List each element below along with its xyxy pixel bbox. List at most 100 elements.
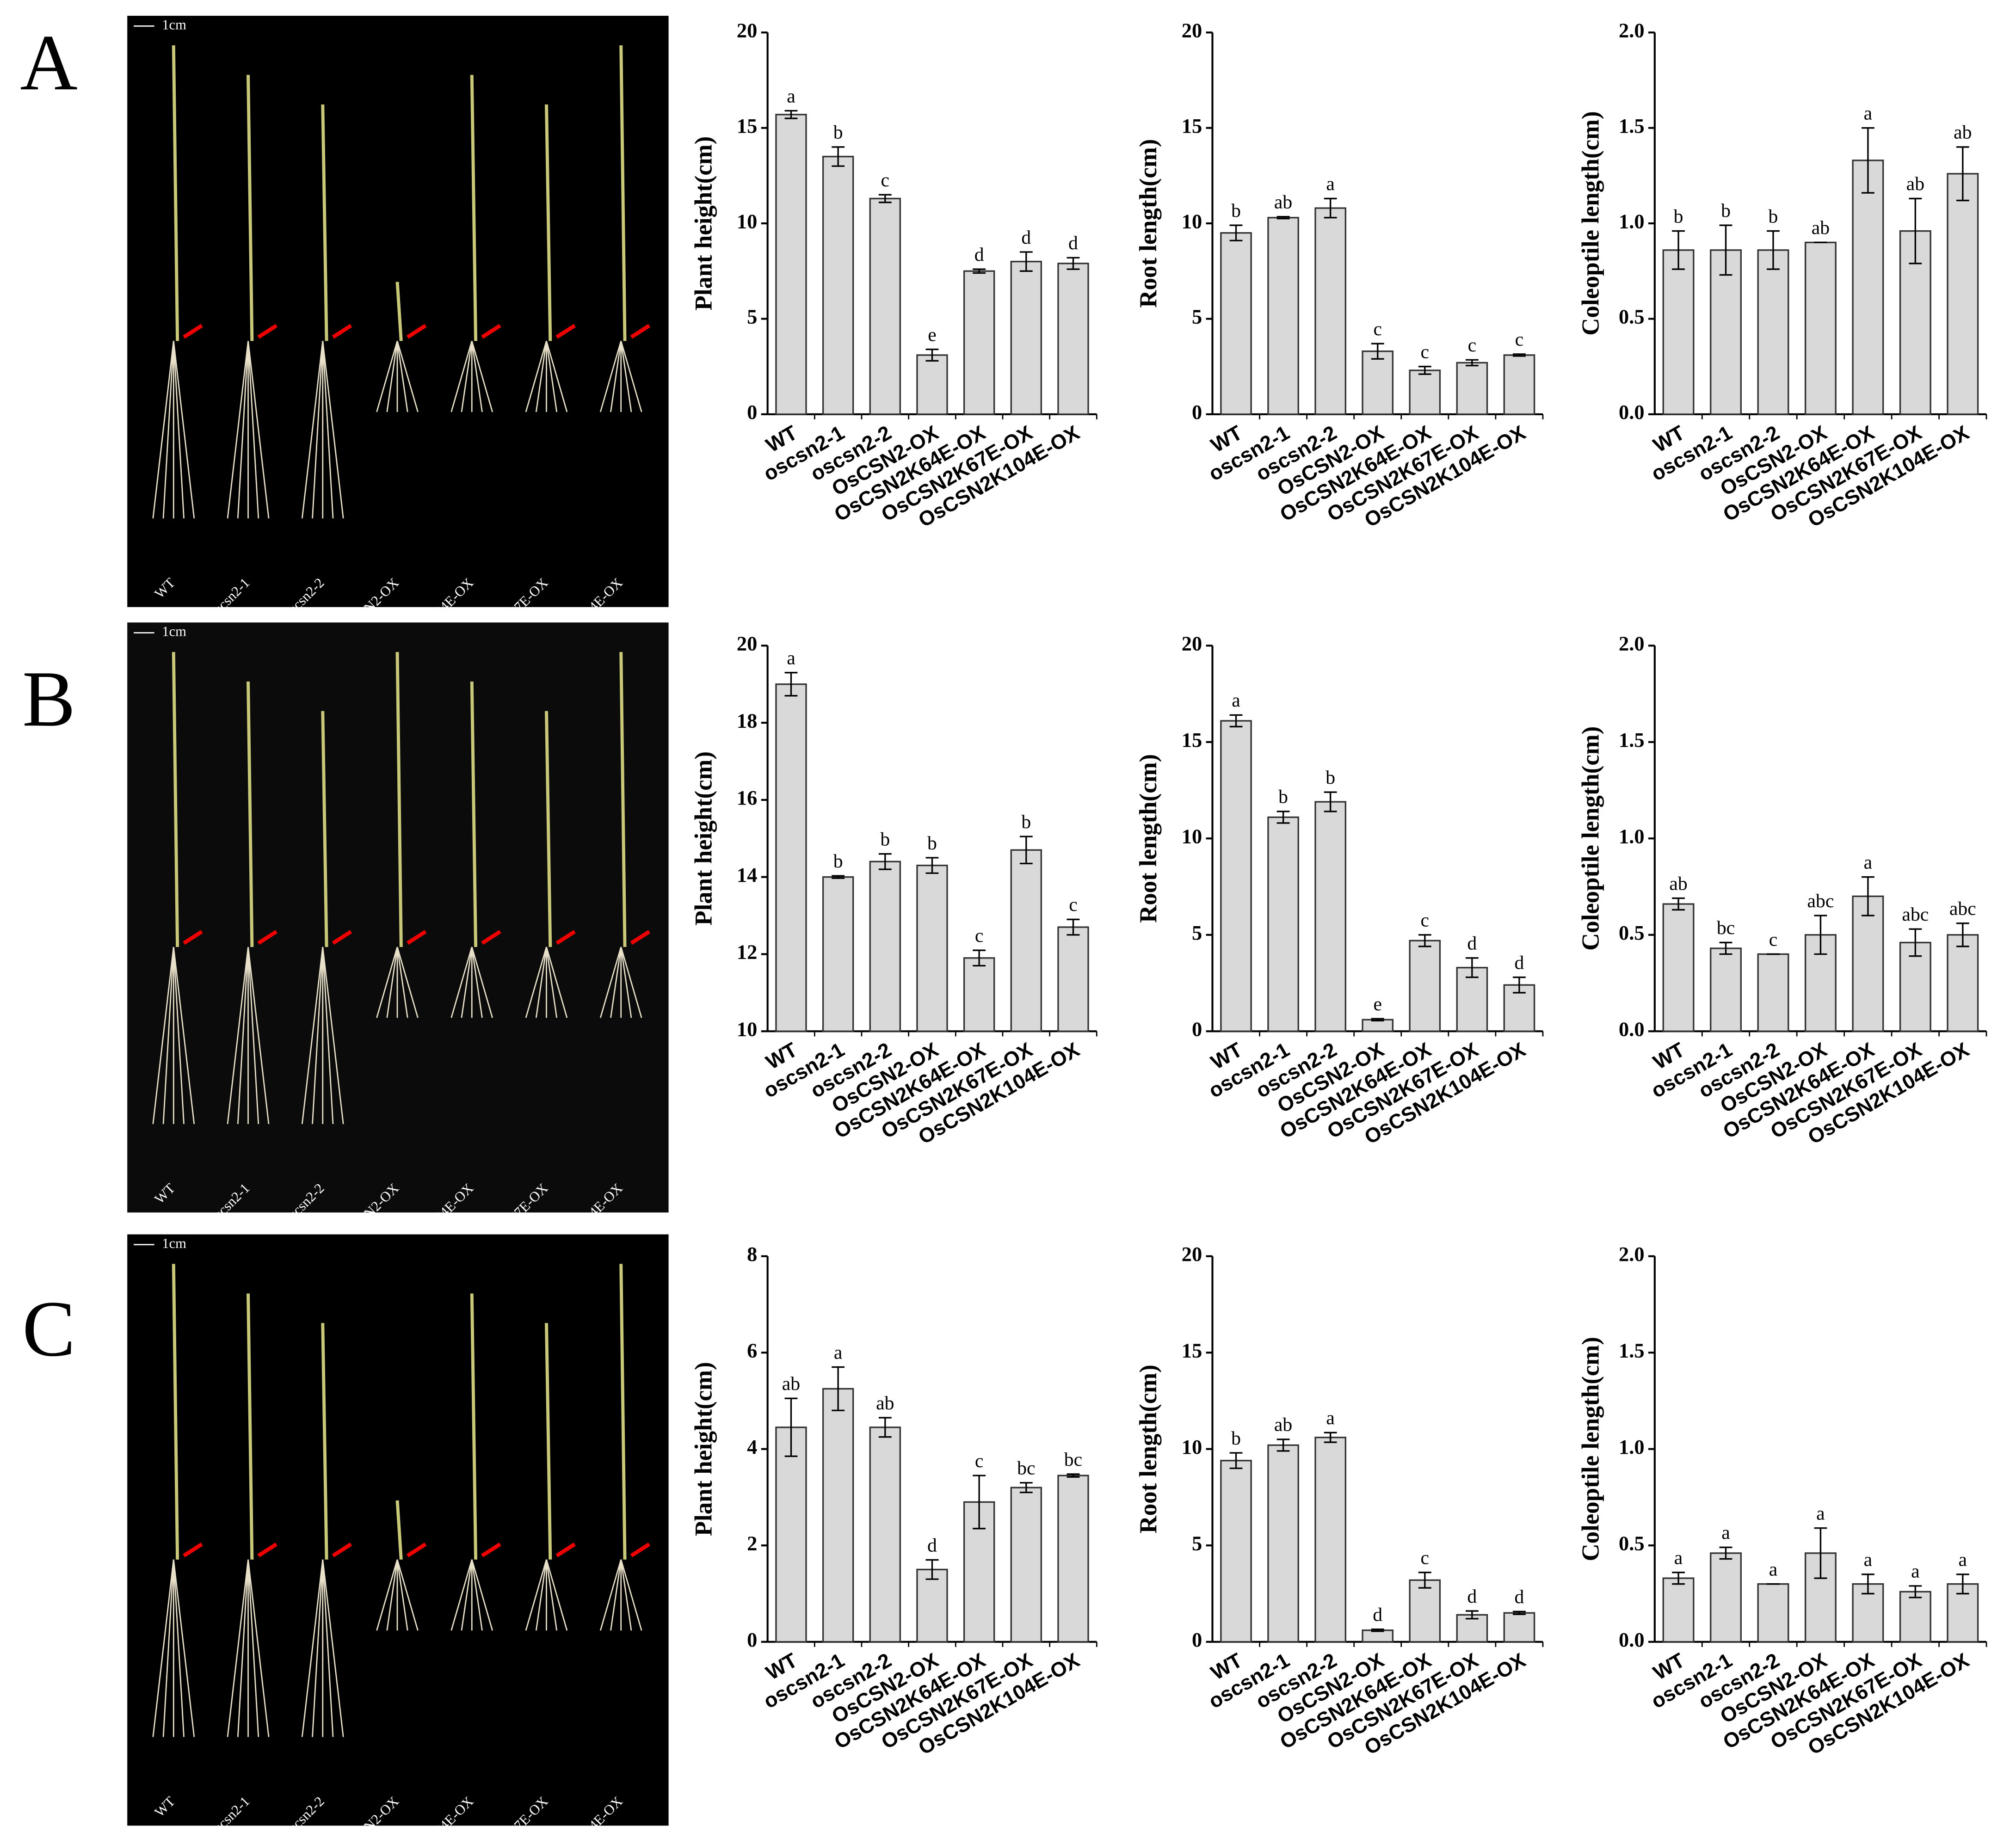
significance-letter: e [928,324,937,345]
significance-letter: d [974,244,984,265]
root [535,341,547,412]
shoot [247,681,254,947]
shoot [321,711,328,947]
bar [1409,940,1441,1032]
root [247,341,259,519]
significance-letter: d [1068,233,1078,254]
arrow [332,930,352,945]
shoot [619,1264,627,1560]
chart: Coleoptile length(cm)0.00.51.01.52.0aWTa… [1578,1242,1987,1759]
root [162,341,174,519]
root [376,947,398,1018]
root [152,341,174,519]
significance-letter: a [1326,1408,1335,1429]
bar [1010,260,1042,415]
root [301,947,324,1125]
root [546,341,568,412]
significance-letter: a [1864,852,1873,873]
shoot [172,652,179,947]
root [546,341,558,412]
chart: Root length(cm)05101520aWTboscsn2-1boscs… [1135,632,1544,1149]
y-tick-label: 10 [1182,1435,1202,1458]
arrow [406,1542,427,1558]
root [610,341,622,412]
chart: Plant height(cm)101214161820aWTboscsn2-1… [690,632,1097,1149]
root [620,341,642,412]
significance-letter: a [787,86,795,107]
bar [1362,1019,1394,1032]
bar [1057,1475,1089,1643]
root [471,341,493,412]
root [173,341,185,519]
root [461,341,473,412]
shoot [619,45,627,341]
y-tick-label: 0 [1192,1018,1202,1041]
significance-letter: b [833,122,843,143]
arrow [481,1542,501,1558]
significance-letter: b [1721,200,1731,221]
root [376,1559,398,1631]
root [376,341,398,412]
y-tick-label: 1.5 [1619,728,1645,751]
root [312,1559,324,1737]
y-tick-label: 5 [747,305,757,328]
shoot [545,1323,552,1560]
y-tick-label: 12 [737,940,757,964]
shoot [470,1293,478,1560]
significance-letter: ab [1669,873,1687,894]
y-tick-label: 0.0 [1619,1628,1645,1651]
bar [1710,947,1742,1032]
root [322,1559,334,1737]
root [546,947,568,1018]
panel-label: C [22,1285,75,1373]
bar [1220,720,1252,1032]
shoot [619,652,627,947]
y-tick-label: 15 [1182,728,1202,751]
bar [1456,967,1488,1032]
y-tick-label: 0.0 [1619,1018,1645,1041]
arrow [481,930,501,945]
root [610,1559,622,1631]
root [450,341,473,412]
significance-letter: b [1021,811,1031,833]
y-tick-label: 10 [737,209,757,233]
arrow [332,324,352,339]
root [173,341,195,519]
shoot [247,74,254,341]
significance-letter: c [1421,910,1430,931]
y-tick-label: 0.0 [1619,400,1645,424]
root [471,947,483,1018]
significance-letter: b [1278,787,1288,808]
significance-letter: a [1232,690,1240,711]
root [322,341,344,519]
root [471,1559,493,1631]
bar [1456,1614,1488,1643]
y-tick-label: 2.0 [1619,632,1645,655]
arrow [555,930,576,945]
root [173,947,185,1124]
root [247,1559,259,1737]
significance-letter: e [1373,994,1382,1015]
significance-letter: ab [1812,217,1830,239]
bar [1757,249,1789,415]
significance-letter: bc [1064,1449,1082,1470]
y-axis-label: Coleoptile length(cm) [1578,726,1604,951]
bar [1409,1579,1441,1643]
root [227,947,249,1125]
significance-letter: d [927,1535,937,1556]
arrow [630,1542,651,1558]
bar [1947,934,1979,1032]
significance-letter: c [1468,335,1477,356]
y-axis-label: Plant height(cm) [690,136,717,311]
root [599,341,622,412]
shoot [172,45,179,341]
significance-letter: b [880,829,890,850]
root [152,947,174,1125]
root [620,1559,642,1631]
chart: Root length(cm)05101520bWTaboscsn2-1aosc… [1135,18,1544,532]
root [227,341,249,519]
bar [1267,1444,1299,1643]
y-axis-label: Root length(cm) [1135,139,1162,308]
significance-letter: b [1674,206,1683,227]
significance-letter: c [1515,329,1524,350]
